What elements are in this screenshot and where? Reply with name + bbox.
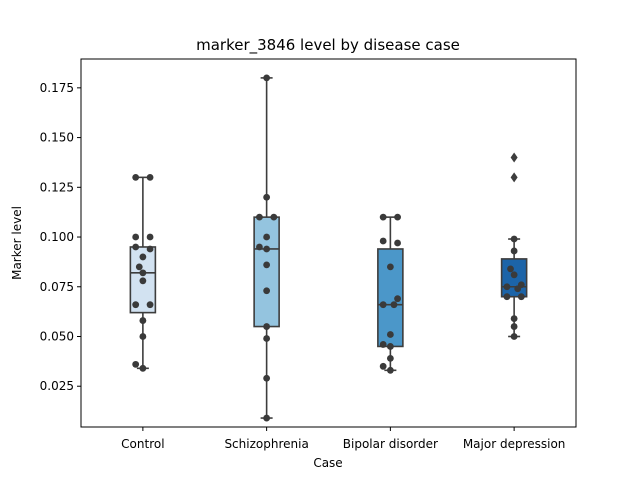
data-point [394,295,401,303]
data-point [270,213,278,221]
data-point [510,315,518,322]
box-schizophrenia [253,216,280,328]
y-tick-label: 0.075 [40,280,74,294]
data-point [132,243,140,251]
data-point [139,333,147,340]
data-point [146,173,154,181]
data-point [146,233,154,241]
x-tick-label: Schizophrenia [224,437,308,451]
data-point [139,269,147,277]
data-point [263,287,271,295]
plot-frame [80,58,577,428]
y-tick-label: 0.125 [40,180,74,194]
data-point [379,237,387,245]
y-tick-label: 0.100 [40,230,74,244]
data-point [139,364,147,372]
y-tick-label: 0.050 [40,329,74,343]
data-point [394,213,401,221]
data-point [132,233,140,241]
y-tick-label: 0.150 [40,131,74,145]
y-tick-label: 0.025 [40,379,74,393]
data-point [503,283,511,291]
data-point [386,263,394,271]
data-point [263,261,271,269]
plot-area: 0.025 0.050 0.075 0.100 0.125 0.150 0.175 Contr… [40,58,577,451]
x-tick-label: Major depression [463,437,566,451]
data-point [510,333,518,340]
data-point [263,374,271,382]
x-axis-label: Case [313,456,342,470]
data-point [132,301,140,309]
data-point [510,235,518,243]
data-point [263,323,271,330]
x-tick-label: Bipolar disorder [343,437,438,451]
data-point [132,173,140,181]
data-point [263,74,271,82]
data-point [139,317,147,324]
data-point [386,366,394,374]
data-point [379,301,387,309]
outlier-marker [510,152,518,163]
data-point [263,245,271,253]
data-point [386,354,394,362]
data-point [507,265,514,273]
data-point [146,301,154,309]
data-point [379,213,387,221]
chart-title: marker_3846 level by disease case [196,36,460,55]
data-point [379,362,387,370]
data-point [510,323,518,330]
y-axis-label: Marker level [10,206,24,280]
data-point [139,277,147,285]
data-point [514,285,522,293]
x-tick-label: Control [121,437,164,451]
data-point [263,335,271,342]
outlier-marker [510,172,518,183]
data-point [135,263,143,271]
data-point [132,360,140,368]
data-point [517,293,525,301]
data-point [146,245,154,253]
data-point [510,271,518,279]
data-point [263,233,271,241]
data-point [256,243,263,251]
data-point [256,213,263,221]
data-point [503,293,511,301]
y-tick-label: 0.175 [40,81,74,95]
data-point [386,331,394,338]
data-point [386,343,394,350]
data-point [139,253,147,261]
data-point [394,239,401,247]
data-point [390,301,398,309]
data-point [510,247,518,255]
data-point [379,341,387,348]
data-point [263,193,271,201]
data-point [263,414,271,422]
